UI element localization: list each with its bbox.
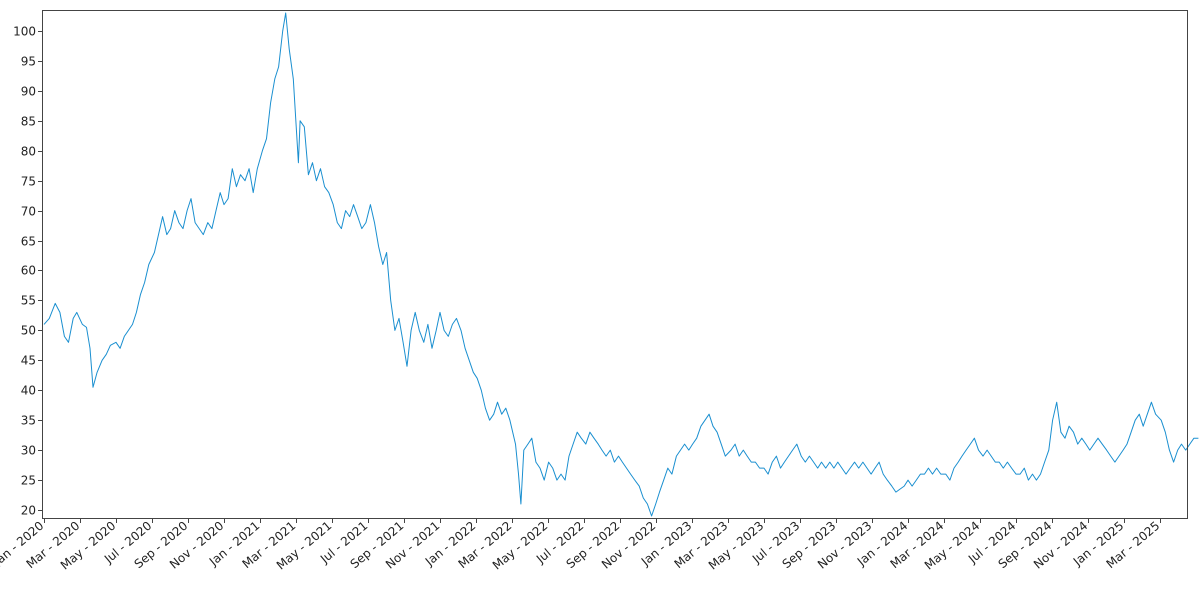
y-tick-label: 95 [21, 55, 36, 69]
y-tick-label: 75 [21, 175, 36, 189]
y-tick-label: 80 [21, 145, 36, 159]
y-tick-label: 45 [21, 354, 36, 368]
y-tick-label: 35 [21, 414, 36, 428]
y-axis: 20 25 30 35 40 45 50 55 60 65 70 75 80 85 90 95 100 [13, 25, 42, 518]
y-tick-label: 85 [21, 115, 36, 129]
y-tick-label: 30 [21, 444, 36, 458]
y-tick-label: 90 [21, 85, 36, 99]
y-tick-label: 25 [21, 474, 36, 488]
y-tick-label: 65 [21, 235, 36, 249]
y-tick-label: 40 [21, 384, 36, 398]
y-tick-label: 20 [21, 504, 36, 518]
series-line-0 [43, 12, 1199, 517]
y-tick-label: 50 [21, 324, 36, 338]
plot-series [43, 12, 1199, 517]
plot-frame [42, 10, 1188, 519]
y-tick-label: 100 [13, 25, 36, 39]
y-tick-label: 60 [21, 264, 36, 278]
y-tick-label: 55 [21, 294, 36, 308]
y-tick-label: 70 [21, 205, 36, 219]
